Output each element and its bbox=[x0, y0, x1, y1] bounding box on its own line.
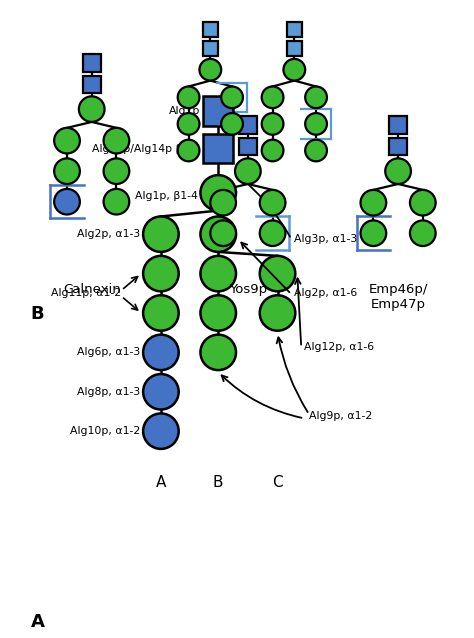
Circle shape bbox=[361, 190, 386, 216]
Circle shape bbox=[385, 158, 411, 184]
Text: Alg2p, α1-6: Alg2p, α1-6 bbox=[294, 288, 357, 299]
Text: Alg12p, α1-6: Alg12p, α1-6 bbox=[304, 343, 374, 352]
Text: Emp46p/
Emp47p: Emp46p/ Emp47p bbox=[368, 283, 428, 311]
Circle shape bbox=[178, 140, 200, 161]
Circle shape bbox=[143, 335, 179, 370]
Circle shape bbox=[260, 190, 285, 216]
Circle shape bbox=[260, 295, 295, 330]
Circle shape bbox=[221, 87, 243, 108]
Text: Alg1p, β1-4: Alg1p, β1-4 bbox=[135, 191, 198, 201]
Circle shape bbox=[260, 256, 295, 292]
Circle shape bbox=[305, 87, 327, 108]
Text: Alg7p: Alg7p bbox=[169, 106, 201, 116]
Circle shape bbox=[262, 87, 283, 108]
Text: B: B bbox=[30, 305, 44, 323]
Circle shape bbox=[54, 128, 80, 154]
Bar bbox=[203, 22, 218, 37]
Circle shape bbox=[54, 158, 80, 184]
Bar bbox=[389, 138, 407, 156]
Text: A: A bbox=[30, 613, 45, 632]
Circle shape bbox=[201, 175, 236, 211]
Text: Alg13p/Alg14p β1-4: Alg13p/Alg14p β1-4 bbox=[92, 144, 201, 154]
Circle shape bbox=[200, 59, 221, 80]
Text: Alg6p, α1-3: Alg6p, α1-3 bbox=[77, 347, 140, 357]
Bar bbox=[287, 41, 302, 56]
Bar bbox=[203, 96, 233, 126]
Circle shape bbox=[361, 220, 386, 246]
Circle shape bbox=[283, 59, 305, 80]
Circle shape bbox=[104, 189, 129, 214]
Text: Alg10p, α1-2: Alg10p, α1-2 bbox=[70, 426, 140, 436]
Circle shape bbox=[235, 158, 261, 184]
Circle shape bbox=[143, 295, 179, 330]
Circle shape bbox=[410, 220, 436, 246]
Text: Calnexin: Calnexin bbox=[63, 283, 120, 297]
Circle shape bbox=[79, 96, 105, 122]
Circle shape bbox=[143, 216, 179, 252]
Text: Yos9p: Yos9p bbox=[229, 283, 267, 297]
Circle shape bbox=[143, 374, 179, 410]
Text: B: B bbox=[213, 475, 223, 490]
Text: Alg2p, α1-3: Alg2p, α1-3 bbox=[77, 229, 140, 239]
Text: Alg11p, α1-2: Alg11p, α1-2 bbox=[51, 288, 121, 299]
Text: C: C bbox=[272, 475, 283, 490]
Circle shape bbox=[305, 113, 327, 135]
Circle shape bbox=[178, 113, 200, 135]
Bar bbox=[239, 116, 257, 134]
Bar bbox=[203, 41, 218, 56]
Circle shape bbox=[201, 256, 236, 292]
Circle shape bbox=[262, 140, 283, 161]
Circle shape bbox=[54, 189, 80, 214]
Text: A: A bbox=[156, 475, 166, 490]
Circle shape bbox=[201, 335, 236, 370]
Circle shape bbox=[104, 128, 129, 154]
Circle shape bbox=[262, 113, 283, 135]
Circle shape bbox=[143, 413, 179, 449]
Circle shape bbox=[104, 158, 129, 184]
Bar bbox=[83, 54, 100, 71]
Circle shape bbox=[201, 216, 236, 252]
Circle shape bbox=[178, 87, 200, 108]
Circle shape bbox=[210, 220, 236, 246]
Bar bbox=[203, 134, 233, 163]
Bar bbox=[389, 116, 407, 134]
Bar bbox=[83, 76, 100, 93]
Circle shape bbox=[210, 190, 236, 216]
Text: Alg8p, α1-3: Alg8p, α1-3 bbox=[77, 387, 140, 397]
Circle shape bbox=[201, 295, 236, 330]
Circle shape bbox=[410, 190, 436, 216]
Circle shape bbox=[221, 113, 243, 135]
Bar bbox=[287, 22, 302, 37]
Bar bbox=[239, 138, 257, 156]
Text: Alg9p, α1-2: Alg9p, α1-2 bbox=[309, 412, 373, 421]
Circle shape bbox=[143, 256, 179, 292]
Circle shape bbox=[260, 220, 285, 246]
Text: Alg3p, α1-3: Alg3p, α1-3 bbox=[294, 234, 357, 244]
Circle shape bbox=[305, 140, 327, 161]
